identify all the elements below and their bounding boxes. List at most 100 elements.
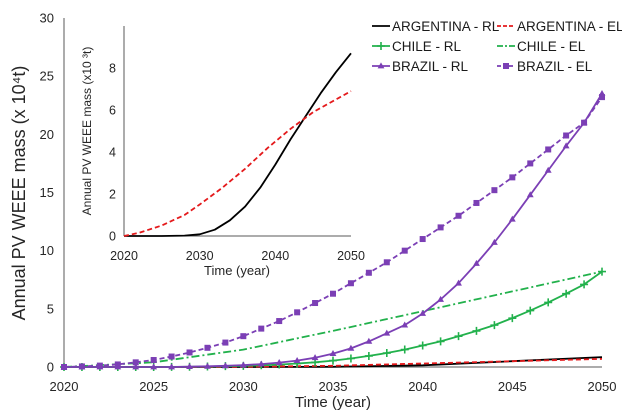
- main-series-6-point: [132, 359, 139, 366]
- main-series-3-point: [346, 354, 355, 363]
- main-series-5-point: [455, 279, 462, 286]
- main-series-3-point: [526, 306, 535, 315]
- main-series-5-point: [204, 362, 211, 369]
- main-series-6-point: [455, 212, 462, 219]
- main-y-tick-label: 25: [40, 69, 54, 84]
- main-x-tick-label: 2040: [408, 379, 437, 394]
- main-series-6-point: [78, 363, 85, 370]
- main-series-6-point: [473, 199, 480, 206]
- inset-series-line-2: [123, 90, 352, 237]
- main-series-6-point: [491, 187, 498, 194]
- legend-label: CHILE - RL: [392, 39, 462, 54]
- main-series-3-point: [382, 349, 391, 358]
- main-series-5-point: [383, 329, 391, 336]
- legend-label: ARGENTINA - RL: [392, 19, 500, 34]
- main-series-5-point: [419, 309, 427, 316]
- main-series-3-point: [329, 356, 337, 365]
- main-series-6-point: [563, 132, 570, 139]
- main-y-tick-label: 0: [47, 360, 54, 375]
- main-series-3-point: [400, 345, 409, 354]
- main-series-5-point: [311, 354, 319, 361]
- main-series-6-point: [383, 259, 390, 266]
- main-x-tick-label: 2045: [498, 379, 527, 394]
- main-series-3-point: [544, 298, 553, 307]
- main-series-6-point: [365, 269, 372, 276]
- main-series-5-point: [544, 166, 552, 173]
- main-series-5-point: [132, 363, 140, 370]
- inset-x-tick-label: 2050: [337, 249, 365, 263]
- main-series-6-point: [312, 300, 319, 307]
- main-series-6-point: [347, 280, 354, 287]
- main-series-6-point: [599, 94, 605, 101]
- main-series-5-point: [150, 363, 158, 370]
- main-series-6-point: [294, 309, 301, 316]
- inset-y-tick-label: 8: [109, 61, 116, 75]
- main-series-6-point: [545, 146, 552, 153]
- main-series-5-point: [293, 357, 301, 364]
- main-series-5-point: [508, 215, 516, 222]
- main-series-3-point: [490, 321, 499, 330]
- inset-y-tick-label: 0: [109, 229, 116, 243]
- main-series-5-point: [347, 344, 355, 351]
- inset-y-tick-label: 6: [109, 103, 116, 117]
- main-series-line-4: [63, 270, 603, 368]
- main-y-tick-label: 30: [40, 11, 54, 26]
- main-x-ticks: 2020 2025 2030 2035 2040 2045 2050: [50, 379, 617, 394]
- main-series-5-point: [257, 360, 265, 367]
- main-x-tick-label: 2035: [319, 379, 348, 394]
- legend-item: CHILE - EL: [497, 39, 586, 54]
- main-series-5-point: [562, 142, 570, 149]
- inset-background: [122, 22, 354, 240]
- inset-x-ticks: 2020 2030 2040 2050: [110, 249, 365, 263]
- main-series-6-point: [168, 353, 175, 360]
- main-series-6-point: [114, 361, 121, 368]
- main-y-tick-label: 5: [47, 301, 54, 316]
- main-series-3-point: [580, 280, 589, 289]
- main-series-3-point: [454, 332, 463, 341]
- legend-item: BRAZIL - RL: [372, 59, 469, 74]
- inset-x-axis-title: Time (year): [204, 263, 270, 278]
- main-series-6-point: [258, 325, 265, 332]
- legend-label: BRAZIL - EL: [517, 59, 593, 74]
- main-y-tick-label: 10: [40, 243, 54, 258]
- main-series-6-point: [276, 318, 283, 325]
- main-series-6-point: [419, 236, 426, 243]
- legend-marker: [503, 63, 509, 69]
- main-y-tick-label: 20: [40, 127, 54, 142]
- main-series-6-point: [330, 290, 336, 297]
- main-chart: 2020 2025 2030 2035 2040 2045 2050 05101520253…: [9, 11, 616, 410]
- main-series-6-point: [581, 119, 588, 126]
- main-series-5-point: [437, 295, 444, 302]
- inset-y-ticks: 0 2 4 6 8: [109, 61, 116, 243]
- legend-label: CHILE - EL: [517, 39, 586, 54]
- legend-item: BRAZIL - EL: [497, 59, 593, 74]
- main-series-5-point: [222, 362, 229, 369]
- main-series-3-point: [418, 341, 427, 350]
- inset-series-line-1: [124, 52, 352, 237]
- main-series: [60, 90, 606, 371]
- legend-item: CHILE - RL: [372, 39, 462, 54]
- legend-label: ARGENTINA - EL: [517, 19, 622, 34]
- main-series-5-point: [168, 363, 175, 370]
- inset-x-tick-label: 2020: [110, 249, 138, 263]
- legend: ARGENTINA - RL ARGENTINA - EL CHILE - RL CH…: [372, 19, 622, 74]
- main-series-6-point: [204, 344, 211, 351]
- inset-x-tick-label: 2030: [186, 249, 214, 263]
- main-series-5-point: [473, 259, 480, 266]
- main-series-3-point: [436, 337, 445, 346]
- main-x-axis-title: Time (year): [295, 394, 371, 410]
- main-series-3-point: [472, 326, 481, 335]
- inset-y-axis-title: Annual PV WEEE mass (x10 ³t): [80, 47, 94, 216]
- main-y-ticks: 0 5 10 15 20 25 30: [40, 11, 54, 375]
- inset-y-tick-label: 2: [109, 187, 116, 201]
- inset-y-tick-label: 4: [109, 145, 116, 159]
- legend-marker: [377, 62, 385, 69]
- inset-chart: 2020 2030 2040 2050 0 2 4 6 8 Time (year) Annua…: [80, 22, 365, 278]
- main-series-6-point: [150, 357, 157, 364]
- main-series-5-point: [365, 337, 373, 344]
- main-x-tick-label: 2020: [50, 379, 79, 394]
- main-series-5-point: [401, 321, 409, 328]
- main-x-tick-label: 2025: [139, 379, 168, 394]
- main-series-6-point: [401, 247, 408, 254]
